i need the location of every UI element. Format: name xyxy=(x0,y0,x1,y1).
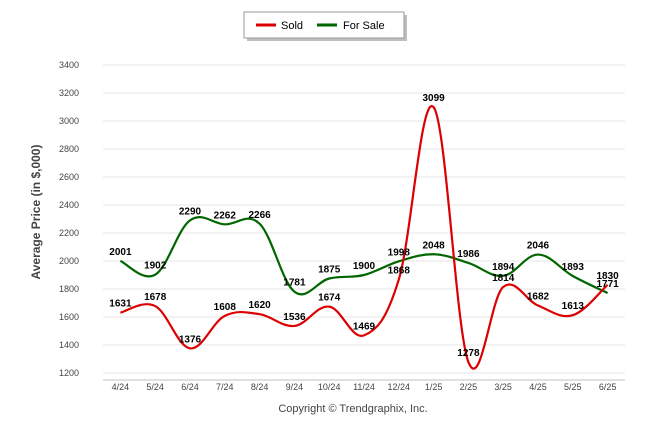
for-sale-data-label: 2046 xyxy=(527,241,550,252)
x-tick-label: 6/24 xyxy=(181,382,199,392)
x-tick-label: 7/24 xyxy=(216,382,234,392)
sold-data-label: 1608 xyxy=(214,302,237,313)
y-tick-label: 1400 xyxy=(59,340,79,350)
y-axis-label: Average Price (in $,000) xyxy=(29,145,43,280)
sold-data-label: 1469 xyxy=(353,321,376,332)
x-tick-label: 4/24 xyxy=(112,382,130,392)
y-tick-label: 2600 xyxy=(59,172,79,182)
for-sale-data-label: 2048 xyxy=(422,240,445,251)
for-sale-data-label: 1998 xyxy=(388,247,411,258)
y-tick-label: 2000 xyxy=(59,256,79,266)
x-tick-label: 10/24 xyxy=(318,382,341,392)
y-tick-label: 2200 xyxy=(59,228,79,238)
for-sale-data-label: 2290 xyxy=(179,206,202,217)
copyright-credit: Copyright © Trendgraphix, Inc. xyxy=(278,403,427,415)
for-sale-data-label: 2262 xyxy=(214,210,237,221)
legend-sold-label: Sold xyxy=(281,20,303,32)
for-sale-data-label: 1894 xyxy=(492,262,515,273)
x-tick-label: 3/25 xyxy=(494,382,512,392)
sold-data-label: 1631 xyxy=(109,299,132,310)
for-sale-data-label: 1902 xyxy=(144,261,167,272)
y-tick-label: 3000 xyxy=(59,116,79,126)
for-sale-data-label: 1875 xyxy=(318,265,341,276)
sold-data-label: 1376 xyxy=(179,334,202,345)
sold-data-label: 1814 xyxy=(492,273,515,284)
sold-data-label: 1682 xyxy=(527,292,550,303)
x-tick-label: 2/25 xyxy=(460,382,478,392)
for-sale-data-label: 1781 xyxy=(283,278,306,289)
for-sale-data-label: 1986 xyxy=(457,249,480,260)
y-tick-label: 3200 xyxy=(59,88,79,98)
x-tick-label: 11/24 xyxy=(353,382,375,392)
sold-data-label: 1830 xyxy=(596,271,619,282)
y-tick-label: 2800 xyxy=(59,144,79,154)
y-tick-label: 1800 xyxy=(59,284,79,294)
for-sale-data-label: 2266 xyxy=(248,210,271,221)
y-tick-label: 1600 xyxy=(59,312,79,322)
x-tick-label: 5/25 xyxy=(564,382,582,392)
sold-series-line xyxy=(120,105,609,370)
x-tick-label: 12/24 xyxy=(388,382,411,392)
y-tick-labels: 1200 1400 1600 1800 2000 2200 2400 2600 2800 3000… xyxy=(59,60,79,378)
sold-data-label: 3099 xyxy=(422,93,445,104)
for-sale-series-line xyxy=(119,216,609,296)
x-tick-label: 9/24 xyxy=(286,382,304,392)
for-sale-data-label: 2001 xyxy=(109,247,132,258)
x-tick-label: 1/25 xyxy=(425,382,443,392)
sold-data-label: 1674 xyxy=(318,293,341,304)
y-tick-label: 2400 xyxy=(59,200,79,210)
x-tick-label: 4/25 xyxy=(529,382,547,392)
y-tick-label: 3400 xyxy=(59,60,79,70)
data-labels: 1631 1678 1376 1608 1620 1536 1674 1469 1868 3099… xyxy=(109,93,619,359)
for-sale-data-label: 1900 xyxy=(353,261,376,272)
sold-data-label: 1868 xyxy=(388,265,411,276)
x-tick-label: 5/24 xyxy=(146,382,164,392)
sold-data-label: 1536 xyxy=(283,312,306,323)
sold-data-label: 1620 xyxy=(248,300,271,311)
x-tick-labels: 4/24 5/24 6/24 7/24 8/24 9/24 10/24 11/24 12/24 1… xyxy=(112,382,617,392)
x-tick-label: 6/25 xyxy=(599,382,617,392)
sold-data-label: 1678 xyxy=(144,292,167,303)
for-sale-data-label: 1771 xyxy=(596,279,619,290)
legend-for-sale-label: For Sale xyxy=(343,20,385,32)
gridlines xyxy=(103,64,625,374)
sold-data-label: 1613 xyxy=(562,301,585,312)
sold-data-label: 1278 xyxy=(457,348,480,359)
legend: Sold For Sale xyxy=(243,11,407,41)
series-lines xyxy=(119,105,609,370)
x-tick-label: 8/24 xyxy=(251,382,269,392)
for-sale-data-label: 1893 xyxy=(562,262,585,273)
y-tick-label: 1200 xyxy=(59,368,79,378)
